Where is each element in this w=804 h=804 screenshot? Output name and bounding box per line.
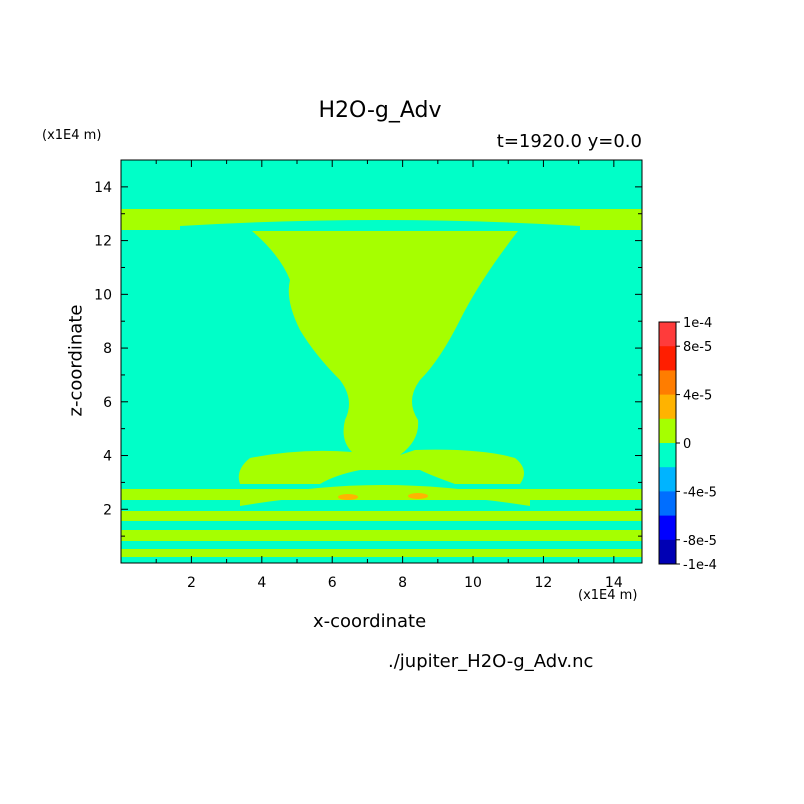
colorbar-label: 1e-4: [683, 316, 712, 331]
colorbar-segment: [659, 539, 676, 565]
colorbar-label: -8e-5: [683, 534, 717, 549]
colorbar: 1e-4 8e-5 4e-5 0 -4e-5 -8e-5 -1e-4: [658, 316, 717, 573]
file-name: ./jupiter_H2O-g_Adv.nc: [388, 651, 594, 672]
y-tick-label: 10: [94, 287, 112, 303]
y-tick-label: 8: [103, 341, 112, 357]
x-tick-label: 6: [328, 575, 337, 591]
warm-spot-right: [408, 493, 428, 499]
colorbar-segment: [659, 322, 676, 347]
upper-band-inner: [180, 220, 580, 230]
y-tick-label: 2: [103, 502, 112, 518]
colorbar-label: 4e-5: [683, 389, 712, 404]
x-axis-label: x-coordinate: [313, 611, 427, 632]
colorbar-segment: [659, 467, 676, 492]
plot-frame: [120, 159, 643, 564]
x-tick-label: 12: [535, 575, 553, 591]
colorbar-segment: [659, 491, 676, 517]
plume: [238, 231, 524, 484]
warm-spot-left: [338, 494, 358, 500]
time-info: t=1920.0 y=0.0: [496, 131, 642, 152]
x-tick-label: 14: [605, 575, 623, 591]
colorbar-segment: [659, 370, 676, 396]
x-tick-label: 2: [187, 575, 196, 591]
plot-area: [121, 160, 642, 563]
colorbar-label: 8e-5: [683, 340, 712, 355]
y-tick-label: 6: [103, 395, 112, 411]
lower-band-2: [121, 511, 642, 521]
y-tick-label: 4: [103, 449, 112, 465]
center-arcs: [240, 485, 530, 506]
axis-ticks: 2 4 6 8 10 12 14 2 4 6 8 10 12 14: [94, 159, 642, 591]
x-tick-label: 10: [464, 575, 482, 591]
colorbar-segment: [659, 346, 676, 371]
colorbar-label: -1e-4: [683, 558, 717, 573]
lower-band-1: [121, 489, 642, 500]
colorbar-segment: [659, 394, 676, 420]
lower-band-3: [121, 530, 642, 541]
z-axis-unit: (x1E4 m): [42, 128, 102, 143]
y-tick-label: 14: [94, 180, 112, 196]
colorbar-label: 0: [683, 437, 691, 452]
chart-title: H2O-g_Adv: [318, 98, 442, 123]
x-axis-unit: (x1E4 m): [578, 588, 638, 603]
x-tick-label: 4: [257, 575, 266, 591]
colorbar-segment: [659, 418, 676, 444]
x-tick-label: 8: [398, 575, 407, 591]
lower-band-4: [121, 549, 642, 557]
colorbar-segment: [659, 515, 676, 541]
y-tick-label: 12: [94, 234, 112, 250]
colorbar-segment: [659, 443, 676, 468]
colorbar-label: -4e-5: [683, 485, 717, 500]
